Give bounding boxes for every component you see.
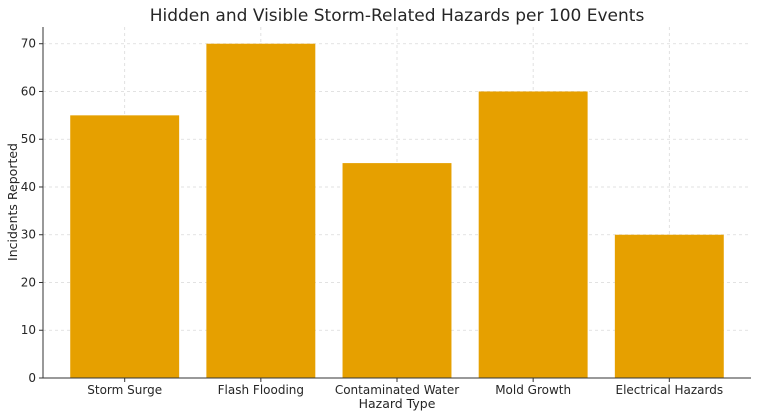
y-tick-label: 50: [21, 132, 36, 146]
y-tick-label: 70: [21, 37, 36, 51]
bar: [614, 234, 724, 378]
y-tick-label: 0: [28, 371, 36, 385]
bars: [70, 43, 724, 379]
bar: [206, 43, 316, 378]
x-tick-label: Electrical Hazards: [616, 383, 724, 397]
y-tick-label: 40: [21, 180, 36, 194]
bar: [70, 115, 180, 379]
x-tick-label: Mold Growth: [495, 383, 571, 397]
y-axis-label: Incidents Reported: [5, 143, 20, 261]
y-tick-label: 10: [21, 323, 36, 337]
y-tick-label: 30: [21, 228, 36, 242]
x-tick-label: Contaminated Water: [335, 383, 459, 397]
bar: [478, 91, 588, 378]
bar: [342, 163, 452, 378]
y-axis-ticks: 0 10 20 30 40 50 60 70: [21, 37, 43, 385]
y-tick-label: 60: [21, 84, 36, 98]
x-axis-ticks: Storm Surge Flash Flooding Contaminated Wa…: [87, 378, 723, 397]
chart-title: Hidden and Visible Storm-Related Hazards…: [150, 6, 645, 26]
x-tick-label: Flash Flooding: [218, 383, 304, 397]
x-tick-label: Storm Surge: [87, 383, 162, 397]
y-tick-label: 20: [21, 275, 36, 289]
x-axis-label: Hazard Type: [359, 396, 436, 411]
